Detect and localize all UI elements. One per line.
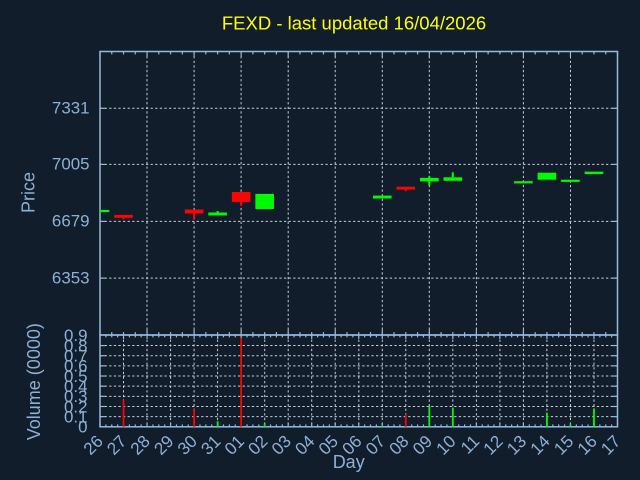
- svg-text:7331: 7331: [52, 99, 90, 118]
- svg-text:0: 0: [78, 418, 87, 437]
- svg-text:7005: 7005: [52, 155, 90, 174]
- svg-text:0.8: 0.8: [64, 336, 87, 355]
- svg-text:Volume (0000): Volume (0000): [24, 323, 44, 440]
- svg-text:Day: Day: [333, 452, 365, 472]
- svg-text:0.9: 0.9: [64, 326, 87, 345]
- svg-text:0.6: 0.6: [64, 357, 87, 376]
- svg-text:0.4: 0.4: [64, 377, 87, 396]
- svg-text:0.2: 0.2: [64, 397, 87, 416]
- svg-text:Price: Price: [19, 172, 39, 213]
- svg-text:0.3: 0.3: [64, 387, 87, 406]
- svg-text:FEXD - last updated 16/04/2026: FEXD - last updated 16/04/2026: [222, 13, 486, 34]
- svg-text:6353: 6353: [52, 268, 90, 287]
- svg-text:0.1: 0.1: [64, 407, 87, 426]
- svg-text:0.7: 0.7: [64, 347, 87, 366]
- svg-text:0.5: 0.5: [64, 367, 87, 386]
- svg-text:6679: 6679: [52, 212, 90, 231]
